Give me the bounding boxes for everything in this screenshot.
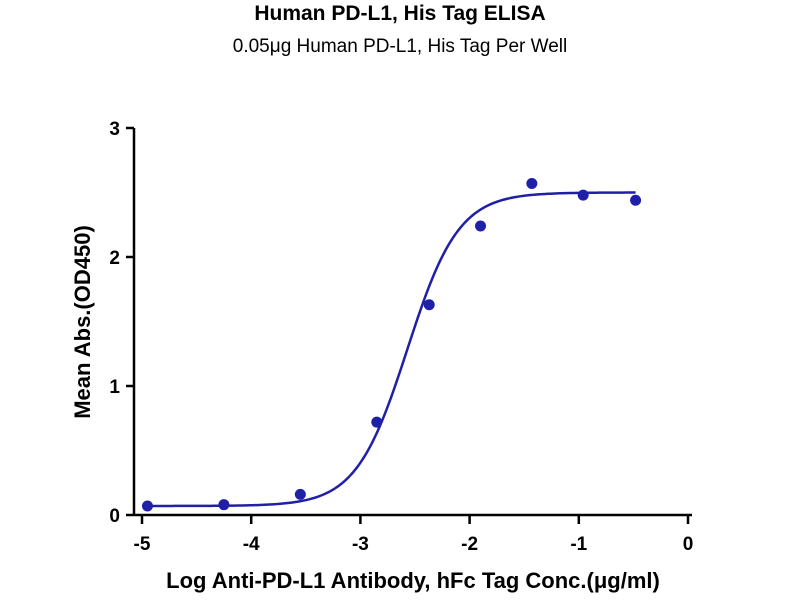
data-points	[141, 177, 642, 512]
x-tick-label: 0	[683, 534, 694, 555]
x-tick-label: -1	[570, 534, 587, 555]
y-tick-label: 2	[109, 248, 120, 269]
chart-title: Human PD-L1, His Tag ELISA	[254, 2, 546, 25]
data-point	[475, 220, 487, 232]
x-tick-label: -4	[243, 534, 260, 555]
data-point	[526, 177, 538, 189]
x-tick-label: -2	[461, 534, 478, 555]
x-tick-label: -5	[134, 534, 151, 555]
data-point	[577, 189, 589, 201]
data-point	[294, 488, 306, 500]
chart-subtitle: 0.05μg Human PD-L1, His Tag Per Well	[232, 36, 568, 57]
y-axis-title: Mean Abs.(OD450)	[70, 225, 95, 419]
y-tick-label: 3	[109, 119, 120, 140]
x-axis-title: Log Anti-PD-L1 Antibody, hFc Tag Conc.(μ…	[166, 568, 660, 593]
data-point	[218, 499, 230, 511]
data-point	[630, 194, 642, 206]
axes: 0 1 2 3 -5 -4 -3 -2 -1 0	[109, 119, 693, 555]
data-point	[141, 500, 153, 512]
data-point	[371, 416, 383, 428]
y-tick-label: 0	[109, 506, 120, 527]
fit-curve-group	[147, 191, 636, 508]
data-point	[423, 299, 435, 311]
y-tick-label: 1	[109, 377, 120, 398]
x-tick-label: -3	[352, 534, 369, 555]
fit-curve	[147, 191, 636, 508]
